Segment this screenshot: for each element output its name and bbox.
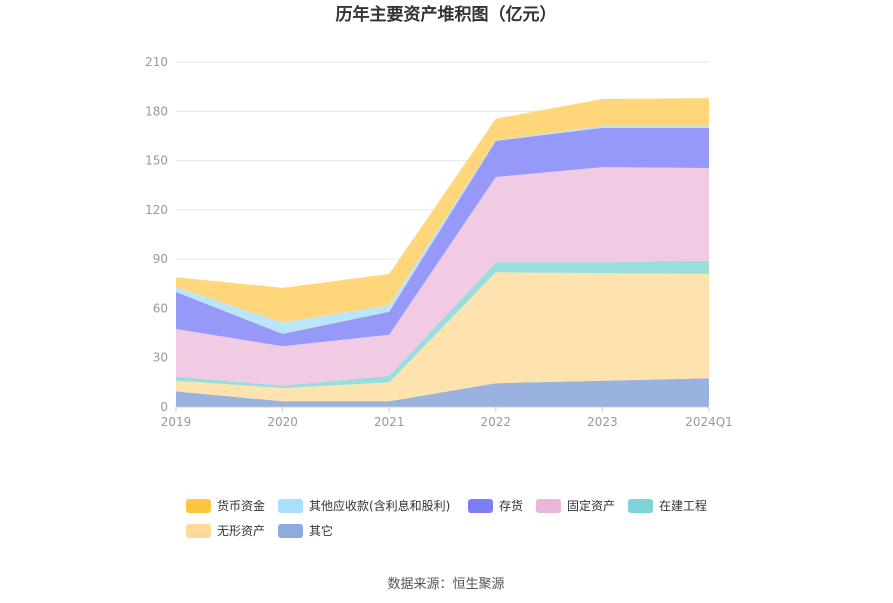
legend-item[interactable]: 在建工程	[628, 498, 707, 513]
legend-swatch	[628, 499, 653, 513]
legend-label: 其他应收款(含利息和股利)	[309, 498, 450, 513]
y-tick-label: 120	[145, 203, 168, 217]
legend-item[interactable]: 货币资金	[186, 498, 265, 513]
legend-swatch	[186, 499, 211, 513]
chart-title: 历年主要资产堆积图（亿元）	[336, 4, 557, 25]
legend-swatch	[278, 524, 303, 538]
legend-swatch	[278, 499, 303, 513]
y-tick-label: 210	[145, 55, 168, 69]
legend-item[interactable]: 无形资产	[186, 524, 265, 538]
x-tick-label: 2024Q1	[685, 415, 733, 429]
legend-label: 固定资产	[567, 498, 615, 513]
legend-item[interactable]: 存货	[468, 498, 523, 513]
x-tick-label: 2022	[481, 415, 512, 429]
area-series-group	[176, 98, 709, 407]
area-series-0	[176, 378, 709, 407]
x-tick-label: 2021	[374, 415, 405, 429]
legend-label: 无形资产	[217, 524, 265, 538]
y-tick-label: 60	[153, 301, 168, 315]
y-tick-label: 180	[145, 104, 168, 118]
legend-item[interactable]: 其它	[278, 523, 333, 538]
y-tick-label: 150	[145, 154, 168, 168]
x-tick-label: 2019	[161, 415, 192, 429]
source-label: 数据来源：恒生聚源	[387, 577, 504, 592]
legend-swatch	[468, 499, 493, 513]
area-series-3	[176, 167, 709, 386]
legend-label: 其它	[309, 523, 333, 538]
y-tick-label: 30	[153, 351, 168, 365]
legend-label: 存货	[499, 498, 523, 513]
legend-swatch	[186, 524, 211, 538]
area-series-4	[176, 127, 709, 347]
legend-label: 在建工程	[659, 498, 707, 513]
area-series-1	[176, 272, 709, 402]
x-tick-label: 2023	[587, 415, 618, 429]
legend-swatch	[536, 499, 561, 513]
legend-item[interactable]: 固定资产	[536, 498, 615, 513]
area-series-2	[176, 260, 709, 389]
x-tick-label: 2020	[267, 415, 298, 429]
legend-label: 货币资金	[217, 498, 265, 513]
y-tick-label: 0	[160, 400, 168, 414]
axes: 0 30 60 90 120 150 180 210 2019 2020 2021 2022 2023 2…	[145, 55, 733, 429]
y-tick-label: 90	[153, 252, 168, 266]
legend-item[interactable]: 其他应收款(含利息和股利)	[278, 498, 450, 513]
area-series-6	[176, 98, 709, 323]
